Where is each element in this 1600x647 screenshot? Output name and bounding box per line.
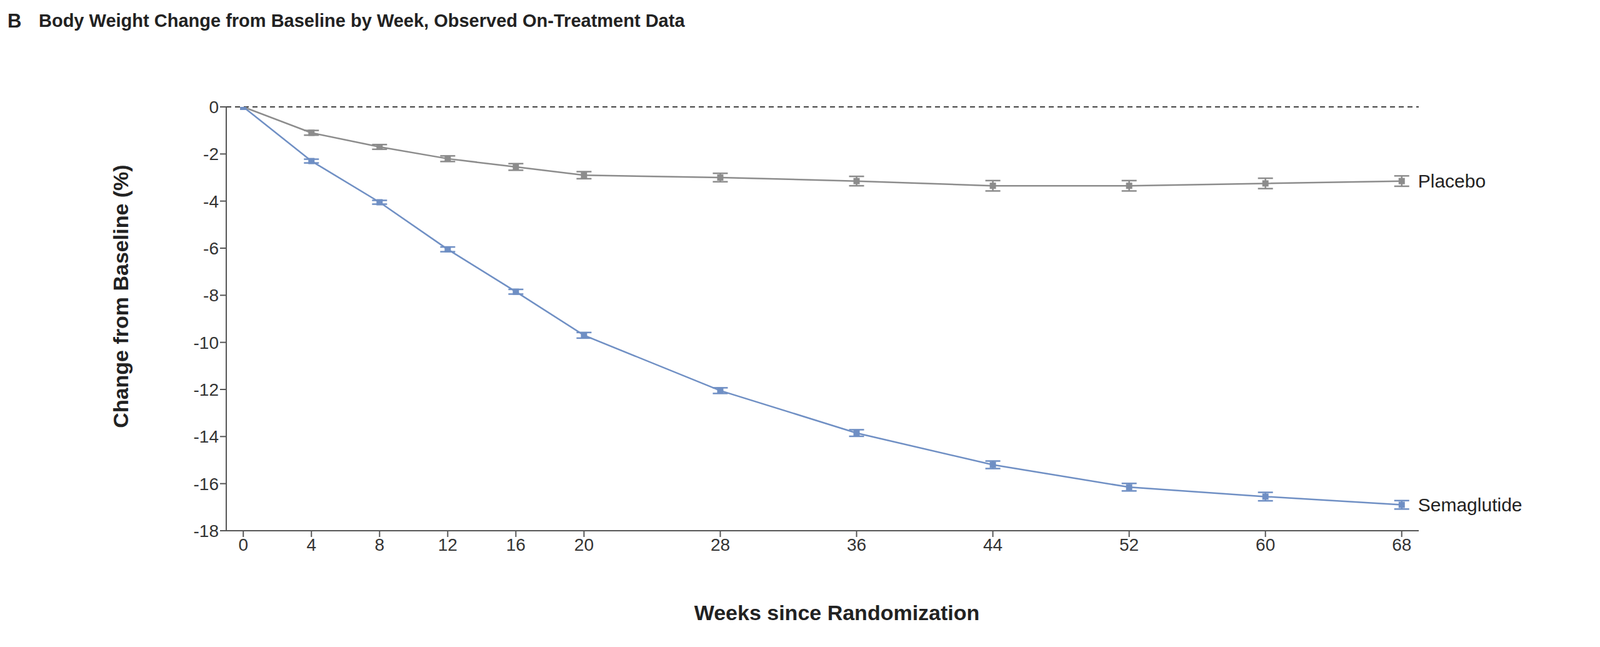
svg-text:0: 0 (238, 535, 249, 555)
svg-text:-16: -16 (193, 474, 219, 494)
svg-text:-10: -10 (193, 333, 219, 353)
svg-text:-14: -14 (193, 426, 219, 447)
svg-text:-8: -8 (203, 285, 219, 305)
svg-text:-12: -12 (193, 380, 219, 400)
svg-text:36: 36 (846, 535, 867, 555)
svg-text:16: 16 (506, 535, 526, 555)
svg-text:52: 52 (1119, 535, 1139, 555)
svg-text:12: 12 (438, 535, 458, 555)
svg-text:8: 8 (375, 535, 385, 555)
svg-text:-6: -6 (203, 238, 219, 259)
svg-text:60: 60 (1255, 535, 1275, 555)
svg-text:44: 44 (983, 535, 1003, 555)
svg-text:4: 4 (306, 535, 317, 555)
svg-text:-2: -2 (203, 144, 219, 164)
svg-text:68: 68 (1391, 535, 1412, 555)
html-text:Body Weight Change from Baseli: Body Weight Change from Baseline by Week… (38, 10, 685, 31)
svg-text:-18: -18 (193, 521, 219, 541)
svg-text:-4: -4 (203, 191, 219, 212)
svg-text:Semaglutide: Semaglutide (1418, 494, 1523, 515)
html-text:B: B (7, 10, 22, 32)
svg-text:20: 20 (574, 535, 594, 555)
svg-text:Placebo: Placebo (1418, 170, 1486, 192)
svg-text:0: 0 (208, 97, 219, 117)
html-text:Weeks since Randomization: Weeks since Randomization (694, 600, 980, 625)
html-text:Change from Baseline (%): Change from Baseline (%) (108, 164, 133, 428)
svg-text:28: 28 (710, 535, 730, 555)
